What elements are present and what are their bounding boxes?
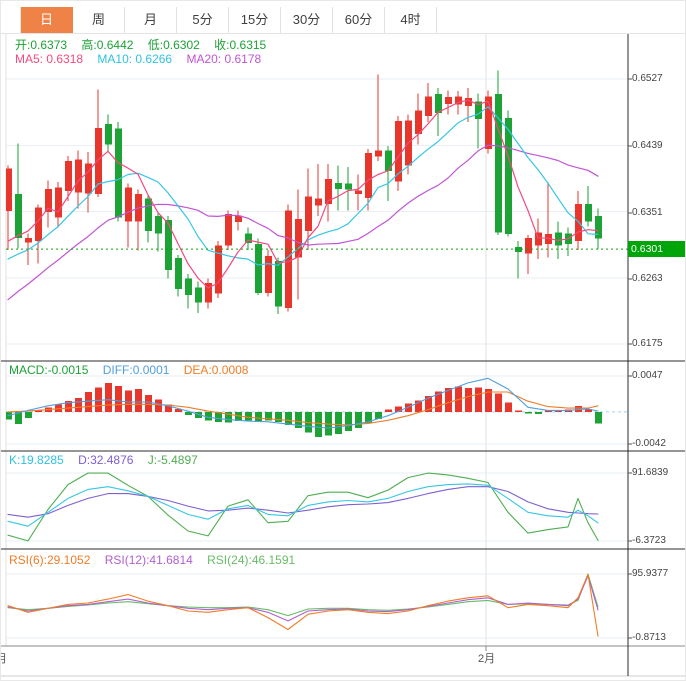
macd-histogram bbox=[6, 382, 602, 438]
close-value: 收:0.6315 bbox=[214, 38, 267, 52]
d-value: D:32.4876 bbox=[78, 453, 134, 467]
axis-label: -0.0042 bbox=[632, 438, 666, 449]
x-axis-label: 2月 bbox=[478, 653, 496, 665]
kdj-row: K:19.8285 D:32.4876 J:-5.4897 bbox=[9, 453, 209, 467]
ma20-value: MA20: 0.6178 bbox=[186, 52, 262, 66]
tab-timeframe-2[interactable]: 月 bbox=[125, 7, 177, 33]
axis-label: 0.6175 bbox=[632, 338, 663, 349]
macd-value: MACD:-0.0015 bbox=[9, 363, 89, 377]
diff-value: DIFF:0.0001 bbox=[102, 363, 170, 377]
open-value: 开:0.6373 bbox=[15, 38, 68, 52]
rsi24-value: RSI(24):46.1591 bbox=[207, 553, 296, 567]
axis-label: 0.0047 bbox=[632, 370, 663, 381]
axis-label: 0.6351 bbox=[632, 207, 663, 218]
candles-layer bbox=[6, 70, 602, 314]
tab-timeframe-0[interactable]: 日 bbox=[21, 7, 73, 33]
panel-separators bbox=[1, 34, 685, 677]
axis-label: 91.6839 bbox=[632, 467, 669, 478]
j-value: J:-5.4897 bbox=[147, 453, 198, 467]
tab-timeframe-4[interactable]: 15分 bbox=[229, 7, 281, 33]
ma5-value: MA5: 0.6318 bbox=[15, 52, 84, 66]
axis-label: 0.6263 bbox=[632, 273, 663, 284]
ma-lines bbox=[7, 99, 599, 301]
macd-row: MACD:-0.0015 DIFF:0.0001 DEA:0.0008 bbox=[9, 363, 259, 377]
axis-label: -0.8713 bbox=[632, 632, 666, 643]
high-value: 高:0.6442 bbox=[81, 38, 134, 52]
k-value: K:19.8285 bbox=[9, 453, 64, 467]
ma10-value: MA10: 0.6266 bbox=[97, 52, 173, 66]
tab-timeframe-5[interactable]: 30分 bbox=[281, 7, 333, 33]
rsi-row: RSI(6):29.1052 RSI(12):41.6814 RSI(24):4… bbox=[9, 553, 306, 567]
tab-timeframe-1[interactable]: 周 bbox=[73, 7, 125, 33]
tab-timeframe-6[interactable]: 60分 bbox=[333, 7, 385, 33]
current-price-tag: 0.6301 bbox=[628, 241, 685, 257]
macd-lines bbox=[7, 377, 599, 429]
ma-row: MA5: 0.6318 MA10: 0.6266 MA20: 0.6178 bbox=[15, 52, 272, 66]
axis-label: -6.3723 bbox=[632, 535, 666, 546]
low-value: 低:0.6302 bbox=[147, 38, 200, 52]
ohlc-row: 开:0.6373 高:0.6442 低:0.6302 收:0.6315 bbox=[15, 38, 277, 52]
dea-value: DEA:0.0008 bbox=[183, 363, 249, 377]
tab-timeframe-3[interactable]: 5分 bbox=[177, 7, 229, 33]
axis-label: 0.6439 bbox=[632, 140, 663, 151]
tab-timeframe-7[interactable]: 4时 bbox=[385, 7, 437, 33]
axis-label: 0.6527 bbox=[632, 73, 663, 84]
rsi12-value: RSI(12):41.6814 bbox=[104, 553, 193, 567]
tabs-divider bbox=[1, 33, 685, 34]
kdj-lines bbox=[7, 472, 599, 542]
timeframe-tabs: 日周月 5分 15分 30分 60分 4时 bbox=[20, 7, 437, 33]
rsi-lines bbox=[7, 573, 599, 637]
rsi6-value: RSI(6):29.1052 bbox=[9, 553, 91, 567]
x-axis-label: 月 bbox=[1, 650, 7, 666]
axis-label: 95.9377 bbox=[632, 568, 669, 579]
